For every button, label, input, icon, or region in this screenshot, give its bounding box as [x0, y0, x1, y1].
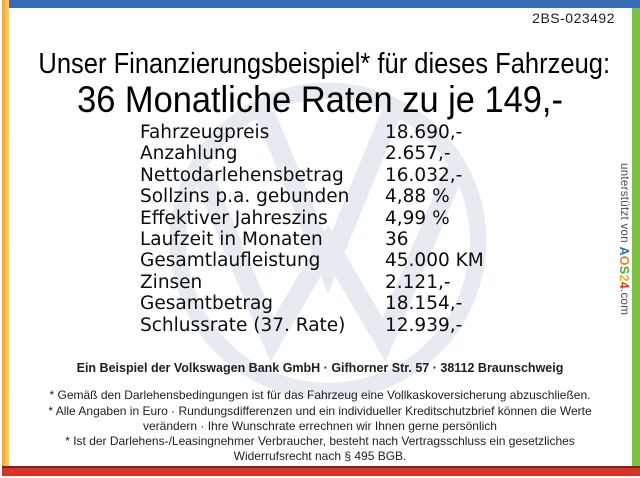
aos24-logo: O: [617, 255, 631, 266]
page-title: Unser Finanzierungsbeispiel* für dieses …: [38, 48, 611, 80]
row-value: 2.121,-: [385, 271, 451, 293]
row-label: Anzahlung: [140, 143, 238, 165]
table-row: Anzahlung 2.657,-: [140, 143, 580, 164]
table-row: Effektiver Jahreszins 4,99 %: [140, 208, 580, 229]
bank-address-line: Ein Beispiel der Volkswagen Bank GmbH · …: [76, 361, 564, 375]
row-label: Gesamtlaufleistung: [140, 250, 321, 272]
financing-table: Fahrzeugpreis 18.690,- Anzahlung 2.657,-…: [140, 122, 580, 336]
row-value: 4,88 %: [385, 186, 450, 208]
table-row: Fahrzeugpreis 18.690,-: [140, 122, 580, 143]
row-label: Zinsen: [140, 271, 203, 293]
table-row: Zinsen 2.121,-: [140, 272, 580, 293]
document-id: 2BS-023492: [532, 10, 615, 26]
row-value: 12.939,-: [385, 314, 463, 336]
volkswagen-logo-icon: [163, 76, 493, 406]
row-label: Schlussrate (37. Rate): [140, 314, 346, 336]
row-label: Gesamtbetrag: [140, 293, 274, 315]
footnote-euro-rounding: * Alle Angaben in Euro · Rundungsdiffere…: [48, 404, 592, 433]
row-value: 45.000 KM: [385, 250, 484, 272]
footnote-insurance: * Gemäß den Darlehensbedingungen ist für…: [49, 388, 591, 402]
row-label: Effektiver Jahreszins: [140, 207, 328, 229]
row-value: 16.032,-: [385, 164, 463, 186]
table-row: Nettodarlehensbetrag 16.032,-: [140, 165, 580, 186]
aos24-logo: S: [617, 265, 631, 275]
row-value: 4,99 %: [385, 207, 450, 229]
aos24-logo: 4: [617, 281, 631, 289]
table-row: Sollzins p.a. gebunden 4,88 %: [140, 186, 580, 207]
row-label: Sollzins p.a. gebunden: [140, 186, 350, 208]
table-row: Gesamtbetrag 18.154,-: [140, 293, 580, 314]
row-label: Nettodarlehensbetrag: [140, 164, 344, 186]
frame-stripe-right: [632, 8, 640, 468]
table-row: Schlussrate (37. Rate) 12.939,-: [140, 315, 580, 336]
row-value: 18.154,-: [385, 293, 463, 315]
table-row: Laufzeit in Monaten 36: [140, 229, 580, 250]
row-value: 36: [385, 229, 409, 251]
frame-stripe-left: [2, 0, 9, 476]
aos24-domain-suffix: .com: [618, 288, 630, 316]
frame-stripe-bottom: [2, 466, 640, 476]
table-row: Gesamtlaufleistung 45.000 KM: [140, 250, 580, 271]
aos24-logo: A: [617, 246, 631, 256]
row-value: 2.657,-: [385, 143, 451, 165]
monthly-rate-headline: 36 Monatliche Raten zu je 149,-: [77, 79, 563, 120]
supported-by-label: unterstützt von: [618, 163, 630, 247]
row-label: Laufzeit in Monaten: [140, 229, 323, 251]
supported-by-banner: unterstützt von AOS24.com: [617, 163, 631, 363]
aos24-logo: 2: [617, 274, 631, 282]
footnote-withdrawal-right: * Ist der Darlehens-/Leasingnehmer Verbr…: [65, 434, 575, 463]
frame-stripe-top: [6, 0, 640, 8]
row-label: Fahrzeugpreis: [140, 122, 270, 143]
row-value: 18.690,-: [385, 122, 463, 143]
